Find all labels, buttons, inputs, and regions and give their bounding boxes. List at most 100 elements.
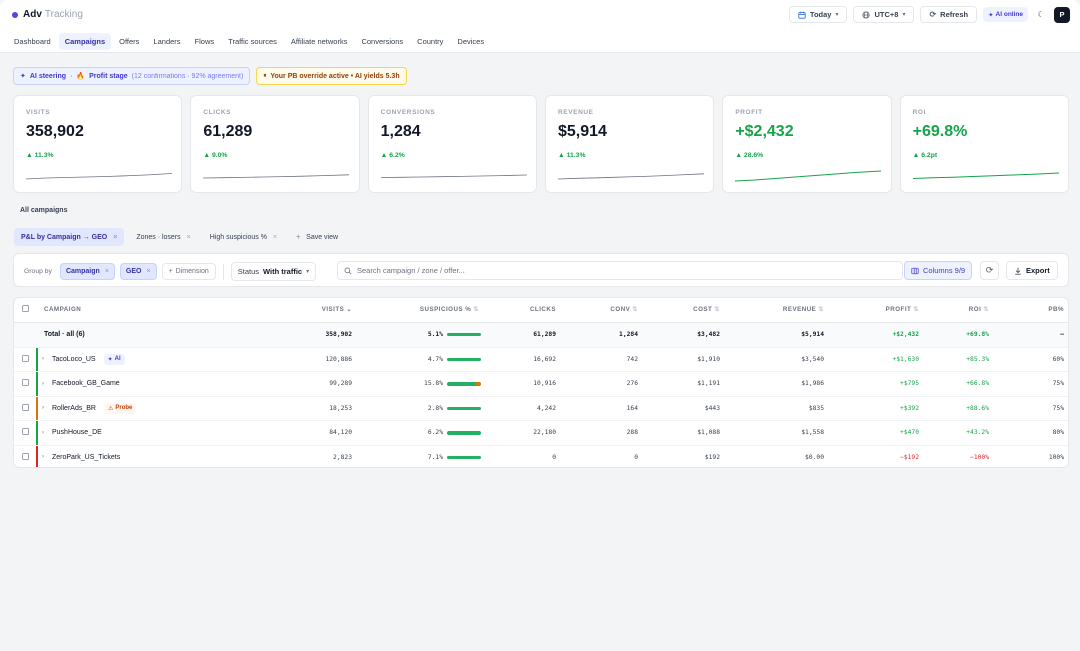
table-row[interactable]: › PushHouse_DE 84,120 6.2% 22,180 288 $1,088 $1…	[14, 420, 1068, 446]
divider	[222, 263, 224, 280]
refresh-table-button[interactable]: ⟳	[980, 261, 999, 280]
columns-button[interactable]: Columns 9/9	[904, 261, 973, 280]
sparkle-icon: ✦	[107, 356, 113, 363]
tab-devices[interactable]: Devices	[457, 37, 485, 46]
chevron-right-icon[interactable]: ›	[42, 380, 44, 387]
col-header-revenue[interactable]: REVENUE ⇅	[726, 298, 830, 323]
campaign-name[interactable]: RollerAds_BR	[52, 404, 96, 412]
suspicious-value: 15.8%	[424, 380, 443, 388]
tab-affiliate-networks[interactable]: Affiliate networks	[290, 37, 348, 46]
campaign-name[interactable]: Facebook_GB_Game	[52, 380, 120, 388]
select-all-checkbox[interactable]	[21, 305, 29, 313]
row-checkbox[interactable]	[21, 379, 29, 387]
tab-conversions[interactable]: Conversions	[361, 37, 404, 46]
sparkline	[380, 174, 527, 178]
campaign-name-cell[interactable]: › PushHouse_DE	[36, 429, 281, 436]
view-chip-zones-losers[interactable]: Zones · losers ×	[129, 228, 198, 246]
visits-cell: 120,886	[281, 347, 358, 372]
tab-offers[interactable]: Offers	[119, 37, 140, 46]
tab-landers[interactable]: Landers	[153, 37, 181, 46]
ai-steering-chip[interactable]: ✦ AI steering · 🔥 Profit stage (12 confi…	[13, 67, 251, 85]
kpi-value: 358,902	[26, 123, 84, 140]
table-row[interactable]: › RollerAds_BR ⚠ Probe 18,253 2.8% 4,242 164 $44…	[14, 396, 1068, 421]
col-header-conv[interactable]: CONV ⇅	[562, 298, 644, 323]
kpi-card-conversions[interactable]: CONVERSIONS 1,284 ▲ 6.2%	[367, 95, 537, 193]
table-row[interactable]: › ZeroPark_US_Tickets 2,823 7.1% 0 0 $192 $0.00…	[14, 445, 1068, 467]
col-header-pb[interactable]: PB%	[995, 298, 1068, 323]
kpi-value: $5,914	[557, 123, 607, 140]
theme-toggle-moon-icon[interactable]: ☾	[1037, 10, 1045, 19]
view-chip-pnl-campaign-geo[interactable]: P&L by Campaign → GEO ×	[14, 228, 125, 246]
col-header-suspicious[interactable]: SUSPICIOUS % ⇅	[358, 298, 485, 323]
chevron-right-icon[interactable]: ›	[42, 454, 44, 461]
view-chip-high-suspicious[interactable]: High suspicious % ×	[202, 228, 285, 246]
export-button[interactable]: Export	[1006, 261, 1058, 280]
campaign-name[interactable]: PushHouse_DE	[52, 429, 102, 437]
campaign-name[interactable]: TacoLoco_US	[52, 355, 96, 363]
roi-cell: +43.2%	[925, 420, 995, 446]
revenue-cell: $3,540	[726, 347, 830, 372]
brand[interactable]: Adv Tracking	[12, 9, 83, 20]
table-row[interactable]: › Facebook_GB_Game 99,289 15.8% 10,916 276 $1,…	[14, 371, 1068, 397]
chevron-right-icon[interactable]: ›	[42, 429, 44, 436]
kpi-card-visits[interactable]: VISITS 358,902 ▲ 11.3%	[13, 95, 183, 193]
col-header-campaign[interactable]: CAMPAIGN	[36, 298, 281, 323]
refresh-icon: ⟳	[929, 10, 937, 19]
row-checkbox[interactable]	[21, 403, 29, 411]
tab-country[interactable]: Country	[417, 37, 444, 46]
col-header-visits[interactable]: VISITS ⌄	[281, 298, 358, 323]
campaign-name-cell[interactable]: › Facebook_GB_Game	[36, 380, 281, 387]
pb-override-chip[interactable]: ⏸ Your PB override active • AI yields 5.…	[256, 67, 407, 85]
row-checkbox[interactable]	[21, 428, 29, 436]
refresh-label: Refresh	[940, 10, 969, 19]
row-checkbox[interactable]	[21, 452, 29, 460]
table-row[interactable]: › TacoLoco_US ✦ AI 120,886 4.7% 16,692 742 $1,91…	[14, 347, 1068, 372]
tab-dashboard[interactable]: Dashboard	[14, 37, 51, 46]
suspicious-cell: 5.1%	[358, 331, 485, 338]
add-dimension-label: Dimension	[175, 268, 209, 275]
group-by-label: Group by	[24, 268, 52, 275]
group-chip-campaign[interactable]: Campaign ×	[59, 263, 115, 280]
kpi-card-roi[interactable]: ROI +69.8% ▲ 6.2pt	[899, 95, 1069, 193]
row-checkbox[interactable]	[21, 354, 29, 362]
campaign-name-cell[interactable]: › ZeroPark_US_Tickets	[36, 454, 281, 461]
chevron-right-icon[interactable]: ›	[42, 356, 44, 363]
campaign-name-cell[interactable]: › TacoLoco_US ✦ AI	[36, 353, 281, 365]
save-view-button[interactable]: + Save view	[289, 228, 345, 246]
date-range-select[interactable]: Today ▾	[788, 6, 848, 23]
avatar[interactable]: P	[1054, 6, 1070, 23]
tab-flows[interactable]: Flows	[194, 37, 215, 46]
close-icon[interactable]: ×	[272, 233, 278, 241]
refresh-button[interactable]: ⟳ Refresh	[920, 6, 978, 23]
tab-traffic-sources[interactable]: Traffic sources	[228, 37, 277, 46]
close-icon[interactable]: ×	[146, 268, 151, 275]
timezone-select[interactable]: UTC+8 ▾	[853, 6, 915, 23]
brand-subtitle: Tracking	[44, 9, 83, 20]
kpi-card-profit[interactable]: PROFIT +$2,432 ▲ 28.6%	[722, 95, 892, 193]
close-icon[interactable]: ×	[113, 233, 118, 241]
search-input[interactable]	[357, 266, 877, 275]
sparkline	[912, 172, 1059, 179]
col-header-cost[interactable]: COST ⇅	[644, 298, 726, 323]
main-nav: Dashboard Campaigns Offers Landers Flows…	[8, 33, 490, 50]
kpi-card-revenue[interactable]: REVENUE $5,914 ▲ 11.3%	[544, 95, 715, 193]
add-dimension-button[interactable]: + Dimension	[161, 263, 216, 280]
view-label: High suspicious %	[209, 233, 267, 241]
status-filter-select[interactable]: Status With traffic ▾	[230, 262, 317, 281]
campaign-name-cell[interactable]: › RollerAds_BR ⚠ Probe	[36, 402, 281, 414]
close-icon[interactable]: ×	[104, 268, 109, 275]
fire-icon: 🔥	[76, 73, 86, 80]
chevron-right-icon[interactable]: ›	[42, 405, 44, 412]
close-icon[interactable]: ×	[186, 233, 191, 241]
group-chip-geo[interactable]: GEO ×	[119, 263, 157, 280]
kpi-card-clicks[interactable]: CLICKS 61,289 ▲ 9.0%	[190, 95, 360, 193]
save-view-label: Save view	[306, 233, 339, 241]
col-header-clicks[interactable]: CLICKS	[485, 298, 562, 323]
col-header-roi[interactable]: ROI ⇅	[925, 298, 995, 323]
group-chip-label: Campaign	[65, 268, 100, 275]
col-header-profit[interactable]: PROFIT ⇅	[830, 298, 925, 323]
tab-campaigns[interactable]: Campaigns	[58, 33, 112, 50]
campaign-name[interactable]: ZeroPark_US_Tickets	[52, 453, 121, 461]
suspicious-bar-fill	[447, 431, 481, 435]
